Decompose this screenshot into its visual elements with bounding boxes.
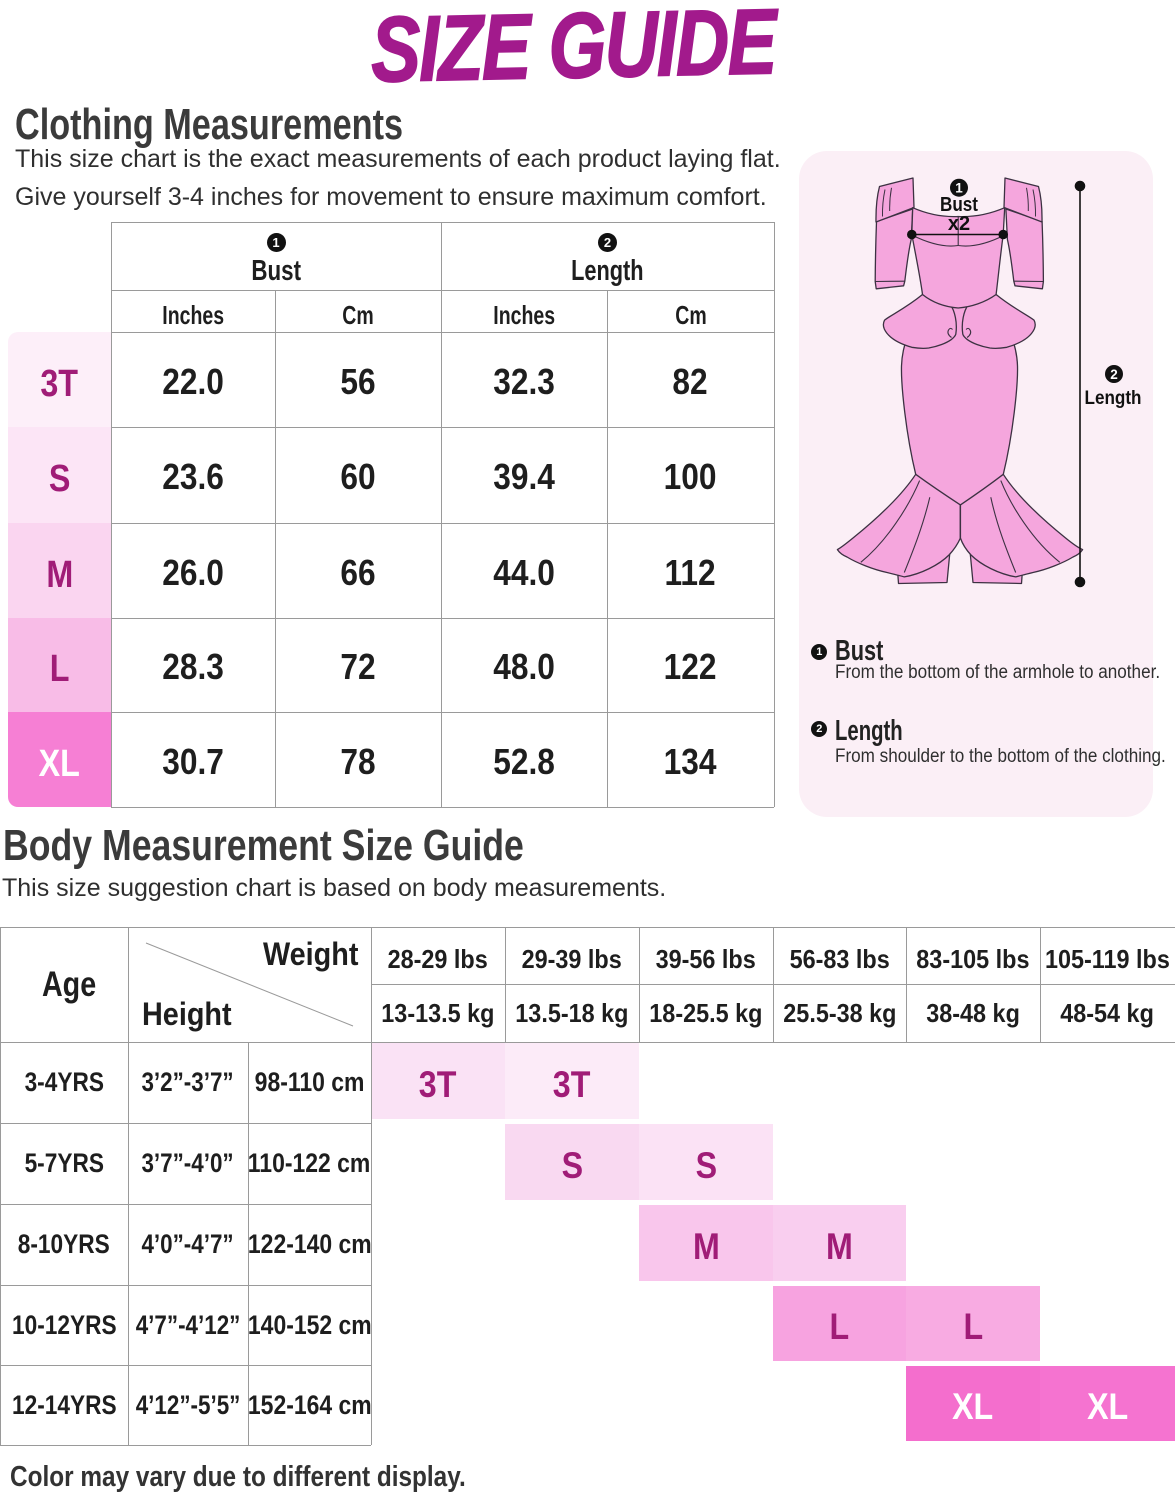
svg-text:1: 1 (955, 181, 963, 196)
svg-text:x2: x2 (948, 213, 970, 235)
svg-text:2: 2 (1110, 367, 1118, 382)
svg-text:Length: Length (1085, 388, 1142, 409)
svg-text:Bust: Bust (940, 194, 978, 216)
